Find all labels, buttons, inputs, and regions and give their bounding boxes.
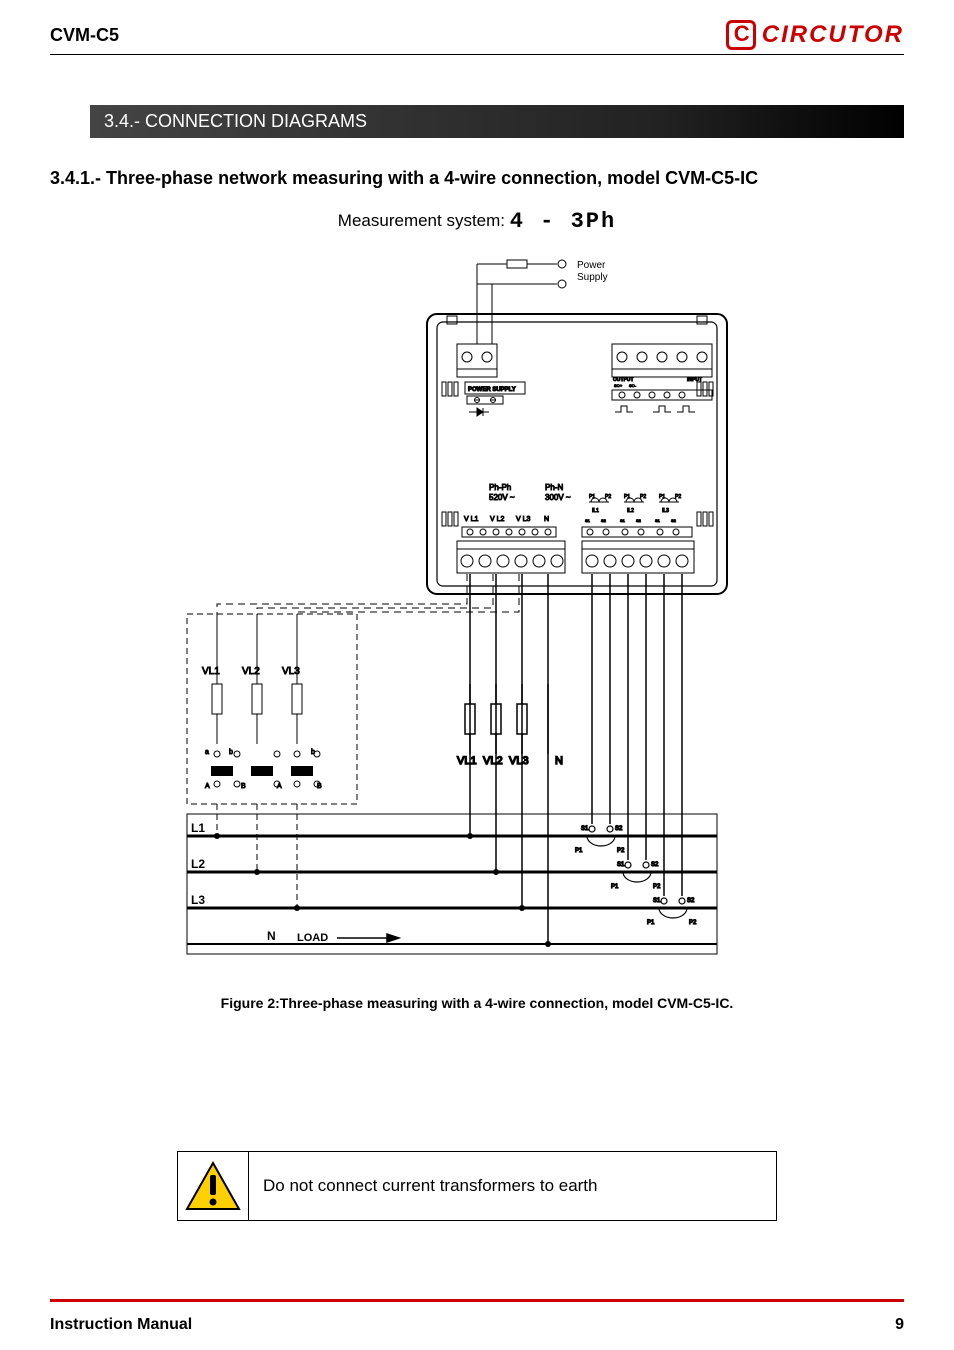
svg-text:LOAD: LOAD — [297, 932, 328, 944]
page-footer: Instruction Manual 9 — [50, 1299, 904, 1334]
section-heading: 3.4.- CONNECTION DIAGRAMS — [90, 105, 904, 138]
svg-text:L1: L1 — [191, 821, 205, 835]
product-code: CVM-C5 — [50, 25, 119, 46]
svg-text:S1: S1 — [655, 518, 661, 523]
subsection-heading: 3.4.1.- Three-phase network measuring wi… — [50, 168, 904, 189]
svg-text:S2: S2 — [601, 518, 607, 523]
svg-text:L2: L2 — [191, 857, 205, 871]
svg-text:Ph-Ph: Ph-Ph — [489, 483, 511, 492]
section-number: 3.4.- — [104, 111, 140, 131]
svg-text:b: b — [229, 749, 233, 756]
footer-manual-label: Instruction Manual — [50, 1316, 192, 1334]
svg-text:B: B — [241, 783, 246, 790]
svg-text:S2: S2 — [651, 862, 659, 868]
svg-text:N: N — [267, 929, 276, 943]
svg-text:S1: S1 — [620, 518, 626, 523]
svg-text:V L3: V L3 — [516, 516, 531, 523]
svg-text:P2: P2 — [653, 884, 661, 890]
footer-page-number: 9 — [895, 1316, 904, 1334]
svg-text:S1: S1 — [585, 518, 591, 523]
svg-text:300V ~: 300V ~ — [545, 493, 571, 502]
section-title: CONNECTION DIAGRAMS — [145, 111, 367, 131]
svg-text:VL1: VL1 — [457, 755, 477, 767]
svg-text:a: a — [205, 749, 209, 756]
svg-text:S1: S1 — [653, 898, 661, 904]
svg-text:V L1: V L1 — [464, 516, 479, 523]
svg-text:520V ~: 520V ~ — [489, 493, 515, 502]
power-supply-label: Power — [577, 260, 606, 271]
logo-icon — [726, 20, 756, 50]
svg-text:P1: P1 — [611, 884, 619, 890]
svg-text:IL2: IL2 — [627, 508, 634, 514]
svg-text:N: N — [555, 755, 563, 767]
svg-text:SO-: SO- — [629, 383, 637, 388]
svg-text:S2: S2 — [671, 518, 677, 523]
measurement-value: 4 - 3Ph — [510, 209, 616, 234]
svg-text:P2: P2 — [689, 920, 697, 926]
svg-text:P1: P1 — [647, 920, 655, 926]
svg-text:SO+: SO+ — [614, 383, 623, 388]
svg-text:S2: S2 — [615, 826, 623, 832]
svg-text:Ph-N: Ph-N — [545, 483, 563, 492]
svg-text:VL3: VL3 — [509, 755, 529, 767]
svg-text:Supply: Supply — [577, 272, 608, 283]
svg-text:V L2: V L2 — [490, 516, 505, 523]
warning-icon — [177, 1151, 249, 1221]
wiring-diagram-svg: Power Supply POWER SUP — [157, 254, 797, 974]
measurement-system-line: Measurement system: 4 - 3Ph — [50, 209, 904, 234]
svg-text:POWER SUPPLY: POWER SUPPLY — [468, 387, 516, 393]
svg-text:A: A — [205, 783, 210, 790]
figure-caption: Figure 2:Three-phase measuring with a 4-… — [50, 995, 904, 1011]
svg-text:L3: L3 — [191, 893, 205, 907]
page-header: CVM-C5 CIRCUTOR — [50, 20, 904, 55]
svg-text:P2: P2 — [617, 848, 625, 854]
warning-box: Do not connect current transformers to e… — [177, 1151, 777, 1221]
svg-text:S2: S2 — [636, 518, 642, 523]
svg-text:S1: S1 — [581, 826, 589, 832]
measurement-label: Measurement system: — [338, 211, 505, 230]
svg-text:S1: S1 — [617, 862, 625, 868]
svg-text:IL1: IL1 — [592, 508, 599, 514]
svg-text:P1: P1 — [575, 848, 583, 854]
svg-text:IL3: IL3 — [662, 508, 669, 514]
svg-text:S2: S2 — [687, 898, 695, 904]
logo-text: CIRCUTOR — [762, 21, 904, 49]
connection-diagram: Power Supply POWER SUP — [157, 254, 797, 979]
svg-text:N: N — [544, 516, 549, 523]
warning-text: Do not connect current transformers to e… — [249, 1151, 777, 1221]
svg-text:VL2: VL2 — [483, 755, 503, 767]
brand-logo: CIRCUTOR — [726, 20, 904, 50]
